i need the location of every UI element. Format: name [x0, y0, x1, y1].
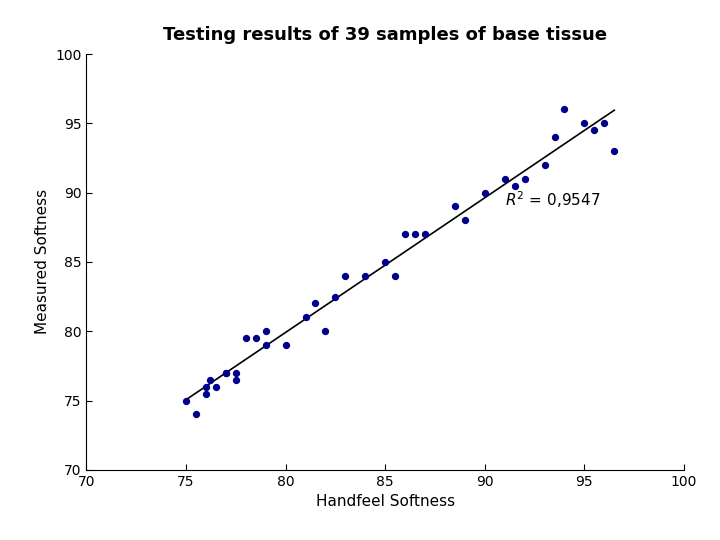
Point [260, 327, 271, 335]
Point [539, 160, 550, 169]
Point [579, 119, 590, 127]
Point [250, 334, 261, 342]
Point [608, 147, 620, 156]
Point [390, 272, 401, 280]
Point [509, 181, 521, 190]
Point [220, 368, 232, 377]
Point [499, 174, 510, 183]
Point [320, 327, 331, 335]
Point [310, 299, 321, 308]
Point [598, 119, 610, 127]
Point [459, 216, 471, 225]
Point [419, 230, 431, 239]
Point [240, 334, 251, 342]
Point [260, 341, 271, 349]
Point [589, 126, 600, 134]
Point [359, 272, 371, 280]
Point [230, 368, 242, 377]
Point [220, 368, 232, 377]
Point [190, 410, 202, 418]
Point [379, 258, 391, 266]
Point [519, 174, 531, 183]
Point [200, 389, 212, 398]
Point [559, 105, 570, 114]
Point [300, 313, 311, 322]
Y-axis label: Measured Softness: Measured Softness [35, 190, 50, 334]
Point [280, 341, 292, 349]
Point [340, 272, 351, 280]
Point [180, 396, 192, 405]
Point [330, 292, 341, 301]
Title: Testing results of 39 samples of base tissue: Testing results of 39 samples of base ti… [163, 26, 607, 44]
Point [204, 375, 216, 384]
Point [400, 230, 411, 239]
Point [230, 375, 242, 384]
Point [549, 133, 560, 141]
Point [479, 188, 490, 197]
Point [200, 382, 212, 391]
Text: $R^2$ = 0,9547: $R^2$ = 0,9547 [505, 189, 600, 210]
Point [210, 382, 222, 391]
Point [410, 230, 421, 239]
Point [449, 202, 461, 211]
X-axis label: Handfeel Softness: Handfeel Softness [315, 494, 455, 509]
